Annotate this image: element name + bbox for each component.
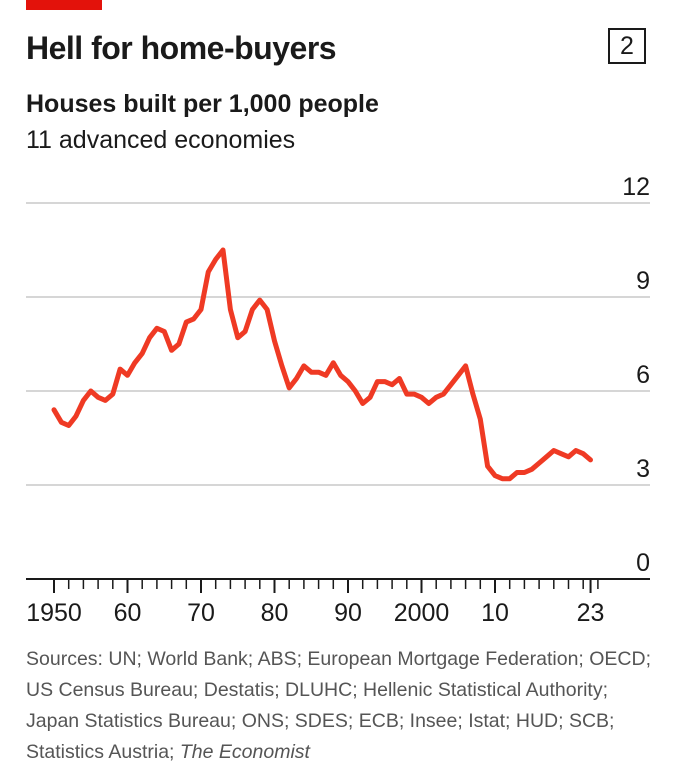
sources-text: Sources: UN; World Bank; ABS; European M… <box>26 648 652 763</box>
x-tick-label: 70 <box>187 599 215 627</box>
x-tick-label: 2000 <box>394 599 450 627</box>
x-tick-label: 80 <box>261 599 289 627</box>
chart-number-badge: 2 <box>608 28 646 64</box>
y-tick-label: 0 <box>636 549 650 577</box>
y-tick-label: 3 <box>636 455 650 483</box>
line-chart: 0 3 6 9 12 1950 60 70 80 90 2000 10 23 <box>26 173 650 627</box>
chart-subsubtitle: 11 advanced economies <box>26 126 296 154</box>
series-line <box>51 247 593 482</box>
y-tick-label: 9 <box>636 267 650 295</box>
chart-subtitle: Houses built per 1,000 people <box>26 90 379 118</box>
x-tick-label: 23 <box>577 599 605 627</box>
y-tick-label: 12 <box>622 173 650 201</box>
sources-note: Sources: UN; World Bank; ABS; European M… <box>26 644 656 768</box>
x-tick-label: 90 <box>334 599 362 627</box>
brand-tag-bar <box>26 0 102 10</box>
sources-publication: The Economist <box>179 741 310 763</box>
y-tick-label: 6 <box>636 361 650 389</box>
x-tick-label: 1950 <box>26 599 82 627</box>
x-tick-label: 10 <box>481 599 509 627</box>
chart-title: Hell for home-buyers <box>26 30 337 66</box>
x-tick-label: 60 <box>114 599 142 627</box>
